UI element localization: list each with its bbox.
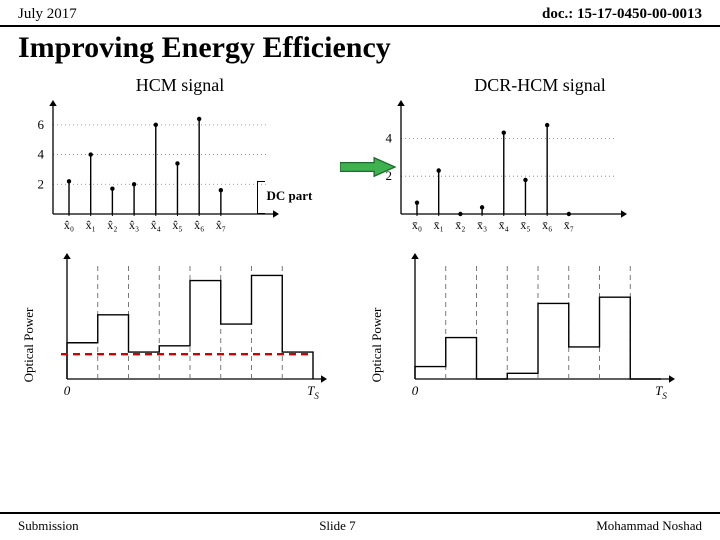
svg-text:x̂₄: x̂₄ <box>150 218 160 232</box>
svg-text:x̂₂: x̂₂ <box>107 218 117 232</box>
left-subtitle: HCM signal <box>0 75 360 96</box>
svg-text:x̂₆: x̂₆ <box>194 218 204 232</box>
dc-part-label: DC part <box>267 188 313 204</box>
svg-text:x̂₁: x̂₁ <box>85 218 95 232</box>
svg-text:x̂₅: x̂₅ <box>172 218 182 232</box>
svg-text:x̂₀: x̂₀ <box>63 218 73 232</box>
right-subtitle: DCR-HCM signal <box>360 75 720 96</box>
footer-right: Mohammad Noshad <box>596 518 702 534</box>
svg-text:x̄₄: x̄₄ <box>498 218 508 232</box>
svg-text:x̄₅: x̄₅ <box>520 218 530 232</box>
optical-right-chart: Optical Power 0 TS <box>367 251 702 411</box>
hcm-stem-chart: 2 4 6 x̂₀ x̂₁ x̂₂ x̂₃ x̂₄ x̂₅ x̂₆ x̂₇ <box>19 100 354 245</box>
svg-text:Optical Power: Optical Power <box>21 307 36 382</box>
svg-text:4: 4 <box>385 130 392 145</box>
dcr-stem-chart: 24x̄₀x̄₁x̄₂x̄₃x̄₄x̄₅x̄₆x̄₇ <box>367 100 702 245</box>
svg-text:0: 0 <box>63 383 70 398</box>
page-title: Improving Energy Efficiency <box>0 27 720 75</box>
transform-arrow <box>340 156 398 185</box>
dc-brace <box>257 181 265 214</box>
svg-text:x̄₀: x̄₀ <box>411 218 421 232</box>
footer-left: Submission <box>18 518 79 534</box>
svg-text:x̂₃: x̂₃ <box>128 218 138 232</box>
svg-text:x̄₃: x̄₃ <box>476 218 486 232</box>
optical-left-chart: Optical Power 0 TS <box>19 251 354 411</box>
header-doc: doc.: 15-17-0450-00-0013 <box>542 6 702 23</box>
svg-text:6: 6 <box>37 117 44 132</box>
footer-center: Slide 7 <box>319 518 355 534</box>
svg-text:2: 2 <box>37 176 44 191</box>
svg-text:TS: TS <box>307 383 319 401</box>
svg-text:x̄₂: x̄₂ <box>455 218 465 232</box>
svg-text:TS: TS <box>655 383 667 401</box>
header-date: July 2017 <box>18 6 77 23</box>
svg-text:x̄₁: x̄₁ <box>433 218 443 232</box>
svg-text:x̄₇: x̄₇ <box>563 218 573 232</box>
svg-text:x̄₆: x̄₆ <box>542 218 552 232</box>
svg-text:x̂₇: x̂₇ <box>215 218 225 232</box>
svg-text:Optical Power: Optical Power <box>369 307 384 382</box>
svg-text:4: 4 <box>37 147 44 162</box>
svg-text:0: 0 <box>411 383 418 398</box>
